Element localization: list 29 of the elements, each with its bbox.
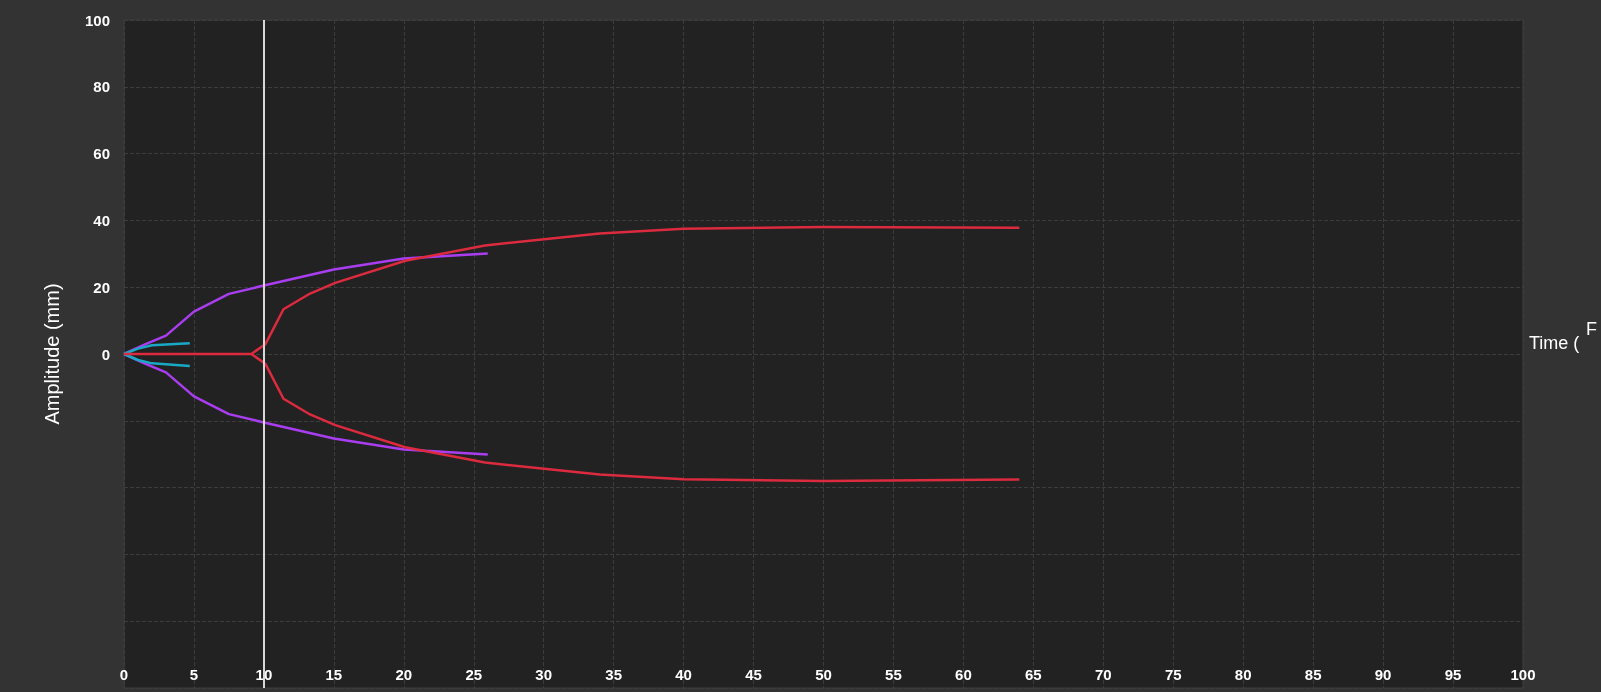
x-tick-label: 75 (1164, 666, 1182, 683)
x-tick-label: 30 (535, 666, 553, 683)
x-tick-label: 45 (745, 666, 762, 683)
y-tick-label: 40 (93, 211, 110, 229)
x-tick-label: 95 (1444, 666, 1462, 683)
x-tick-label: 35 (605, 666, 622, 683)
x-tick-label: 25 (465, 666, 483, 683)
y-tick-label: 80 (93, 78, 110, 96)
x-tick-label: 5 (189, 666, 199, 683)
x-tick-label: 20 (395, 666, 413, 683)
x-tick-label: 90 (1374, 666, 1392, 683)
x-tick-label: 0 (119, 666, 129, 683)
x-tick-label: 70 (1094, 666, 1112, 683)
x-tick-label: 40 (675, 666, 692, 683)
text: F (1586, 319, 1597, 339)
x-tick-label: 15 (325, 666, 343, 683)
y-tick-label: 0 (101, 345, 110, 363)
x-axis-title: Time ( (1529, 333, 1580, 353)
x-tick-label: 85 (1304, 666, 1322, 683)
y-tick-label: 100 (84, 11, 110, 29)
y-tick-label: 60 (93, 145, 110, 163)
x-tick-label: 65 (1025, 666, 1042, 683)
x-tick-label: 80 (1234, 666, 1252, 683)
x-tick-label: 50 (815, 666, 832, 683)
y-axis-title: Amplitude (mm) (41, 283, 63, 425)
y-tick-label: 20 (93, 278, 110, 296)
x-tick-label: 60 (955, 666, 972, 683)
x-tick-label: 100 (1510, 666, 1536, 683)
x-tick-label: 55 (885, 666, 902, 683)
